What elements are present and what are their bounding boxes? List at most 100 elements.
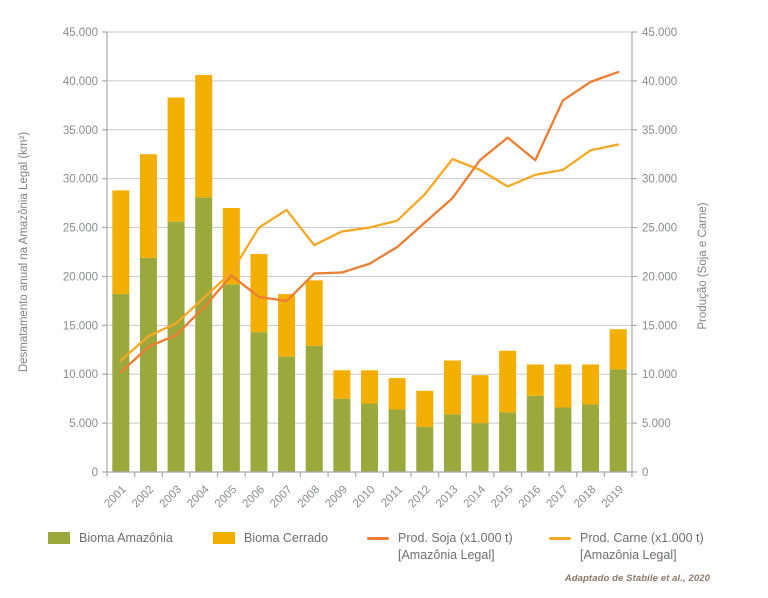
- svg-text:2012: 2012: [406, 484, 433, 511]
- bar-2018-bioma-amaz-nia: [582, 404, 600, 472]
- combo-chart-plot-area: 0 5.000 10.000 15.000 20.000 25.000 30.000 35.0…: [18, 27, 709, 510]
- svg-text:2007: 2007: [268, 484, 295, 511]
- bar-2014-bioma-amaz-nia: [471, 423, 489, 472]
- bar-2014-bioma-cerrado: [471, 375, 489, 424]
- bar-2012-bioma-amaz-nia: [416, 427, 434, 472]
- bar-2005-bioma-amaz-nia: [222, 284, 240, 472]
- bar-2019-bioma-cerrado: [609, 329, 627, 370]
- bar-2016-bioma-cerrado: [526, 364, 544, 396]
- bar-2012-bioma-cerrado: [416, 390, 434, 428]
- right-axis-tick-labels: 0 5.000 10.000 15.000 20.000 25.000 30.000 35.0…: [642, 27, 677, 479]
- svg-text:25.000: 25.000: [642, 223, 677, 235]
- bar-2009-bioma-amaz-nia: [333, 398, 351, 472]
- svg-text:2018: 2018: [572, 484, 599, 511]
- bar-2009-bioma-cerrado: [333, 370, 351, 399]
- bar-2010-bioma-cerrado: [361, 370, 378, 404]
- svg-text:45.000: 45.000: [63, 27, 98, 39]
- svg-text:2017: 2017: [544, 484, 571, 511]
- right-axis-title: Produção (Soja e Carne): [697, 202, 709, 329]
- legend-sublabel-prod-soja: [Amazônia Legal]: [398, 547, 495, 562]
- bar-2013-bioma-amaz-nia: [443, 414, 461, 472]
- bar-2018-bioma-cerrado: [582, 364, 600, 405]
- svg-text:35.000: 35.000: [642, 125, 677, 137]
- svg-text:30.000: 30.000: [642, 174, 677, 186]
- source-credit: Adaptado de Stabile et al., 2020: [564, 573, 710, 584]
- bar-2006-bioma-cerrado: [250, 253, 268, 333]
- svg-text:2004: 2004: [185, 483, 212, 510]
- axes: [102, 31, 637, 477]
- bar-2007-bioma-cerrado: [278, 294, 296, 357]
- svg-text:2002: 2002: [130, 484, 157, 511]
- x-axis-labels: 2001 2002 2003 2004 2005 2006 2007 2008 2009 2010…: [102, 483, 626, 510]
- svg-text:25.000: 25.000: [63, 223, 98, 235]
- svg-text:20.000: 20.000: [642, 271, 677, 283]
- svg-text:20.000: 20.000: [63, 271, 98, 283]
- legend-sublabel-prod-carne: [Amazônia Legal]: [580, 547, 677, 562]
- svg-text:5.000: 5.000: [642, 418, 671, 430]
- left-axis-tick-labels: 0 5.000 10.000 15.000 20.000 25.000 30.000 35.0…: [63, 27, 98, 479]
- svg-text:30.000: 30.000: [63, 174, 98, 186]
- svg-text:2014: 2014: [462, 483, 489, 510]
- svg-text:2013: 2013: [434, 484, 461, 511]
- bar-2011-bioma-cerrado: [388, 378, 406, 410]
- line-prod-soja-x1-000-t-amaz-nia-legal: [119, 70, 620, 374]
- svg-text:15.000: 15.000: [63, 320, 98, 332]
- svg-text:10.000: 10.000: [642, 369, 677, 381]
- svg-text:2005: 2005: [213, 484, 240, 511]
- prod-soja-line-icon: [367, 537, 389, 540]
- legend-item-prod-carne: Prod. Carne (x1.000 t) [Amazônia Legal]: [549, 530, 704, 564]
- bar-2001-bioma-cerrado: [112, 190, 130, 295]
- bar-2015-bioma-cerrado: [499, 350, 517, 413]
- stacked-bars: [112, 75, 627, 472]
- line-prod-carne-x1-000-t-amaz-nia-legal: [119, 143, 620, 362]
- svg-text:10.000: 10.000: [63, 369, 98, 381]
- bar-2007-bioma-amaz-nia: [278, 356, 296, 472]
- left-axis-title: Desmatamento anual na Amazônia Legal (km…: [18, 132, 30, 373]
- legend-item-prod-soja: Prod. Soja (x1.000 t) [Amazônia Legal]: [367, 530, 513, 564]
- svg-text:35.000: 35.000: [63, 125, 98, 137]
- bar-2015-bioma-amaz-nia: [499, 412, 517, 472]
- svg-text:2011: 2011: [379, 484, 405, 510]
- svg-text:2006: 2006: [241, 484, 268, 511]
- svg-text:2019: 2019: [600, 484, 627, 511]
- bar-2004-bioma-cerrado: [195, 75, 213, 198]
- svg-text:2009: 2009: [323, 484, 350, 511]
- svg-text:45.000: 45.000: [642, 27, 677, 39]
- bar-2002-bioma-amaz-nia: [139, 257, 157, 472]
- prod-carne-line-icon: [549, 537, 571, 540]
- svg-text:2015: 2015: [489, 484, 516, 511]
- bar-2017-bioma-cerrado: [554, 364, 572, 408]
- svg-text:5.000: 5.000: [69, 418, 98, 430]
- bar-2002-bioma-cerrado: [139, 154, 157, 258]
- bioma-cerrado-swatch-icon: [213, 532, 235, 544]
- svg-text:2010: 2010: [351, 484, 378, 511]
- legend-item-bioma-amazonia: Bioma Amazônia: [48, 530, 173, 547]
- svg-text:2001: 2001: [102, 484, 129, 511]
- legend-item-bioma-cerrado: Bioma Cerrado: [213, 530, 328, 547]
- bar-2017-bioma-amaz-nia: [554, 407, 572, 472]
- bar-2016-bioma-amaz-nia: [526, 395, 544, 472]
- bar-2003-bioma-amaz-nia: [167, 221, 185, 472]
- bar-2008-bioma-amaz-nia: [305, 345, 323, 472]
- bar-2013-bioma-cerrado: [443, 360, 461, 415]
- bar-2004-bioma-amaz-nia: [195, 197, 213, 472]
- bar-2019-bioma-amaz-nia: [609, 369, 627, 472]
- bar-2010-bioma-amaz-nia: [361, 403, 378, 472]
- svg-text:0: 0: [92, 467, 98, 479]
- chart-legend: Bioma Amazônia Bioma Cerrado Prod. Soja …: [0, 530, 768, 576]
- svg-text:15.000: 15.000: [642, 320, 677, 332]
- svg-text:0: 0: [642, 467, 648, 479]
- svg-text:40.000: 40.000: [63, 76, 98, 88]
- legend-label-bioma-amazonia: Bioma Amazônia: [79, 531, 173, 545]
- bar-2006-bioma-amaz-nia: [250, 332, 268, 472]
- bar-2003-bioma-cerrado: [167, 97, 185, 222]
- bar-2008-bioma-cerrado: [305, 280, 323, 346]
- legend-label-bioma-cerrado: Bioma Cerrado: [244, 531, 329, 545]
- svg-text:40.000: 40.000: [642, 76, 677, 88]
- svg-text:2016: 2016: [517, 484, 544, 511]
- svg-text:2003: 2003: [158, 484, 185, 511]
- legend-label-prod-carne: Prod. Carne (x1.000 t): [580, 531, 704, 545]
- legend-label-prod-soja: Prod. Soja (x1.000 t): [398, 531, 513, 545]
- bioma-amazonia-swatch-icon: [48, 532, 70, 544]
